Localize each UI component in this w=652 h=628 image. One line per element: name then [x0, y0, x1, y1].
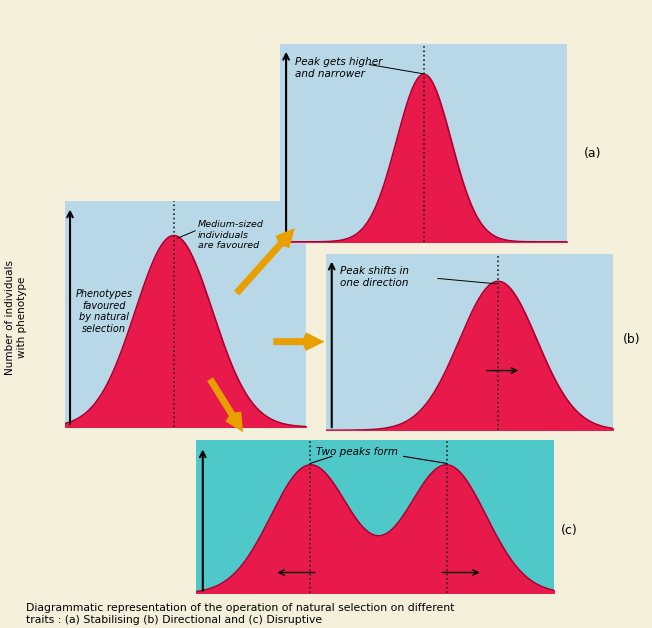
Text: Diagrammatic representation of the operation of natural selection on different
t: Diagrammatic representation of the opera…	[26, 604, 454, 625]
Text: Peak gets higher
and narrower: Peak gets higher and narrower	[295, 57, 382, 79]
Text: Two peaks form: Two peaks form	[316, 447, 398, 457]
Text: (a): (a)	[584, 148, 601, 160]
Text: Medium-sized
individuals
are favoured: Medium-sized individuals are favoured	[198, 220, 264, 250]
Text: Number of individuals
with phenotype: Number of individuals with phenotype	[5, 259, 27, 375]
Text: Phenotypes
favoured
by natural
selection: Phenotypes favoured by natural selection	[75, 289, 132, 334]
Text: Peak shifts in
one direction: Peak shifts in one direction	[340, 266, 409, 288]
Text: (c): (c)	[561, 524, 578, 537]
Text: (b): (b)	[623, 333, 640, 345]
